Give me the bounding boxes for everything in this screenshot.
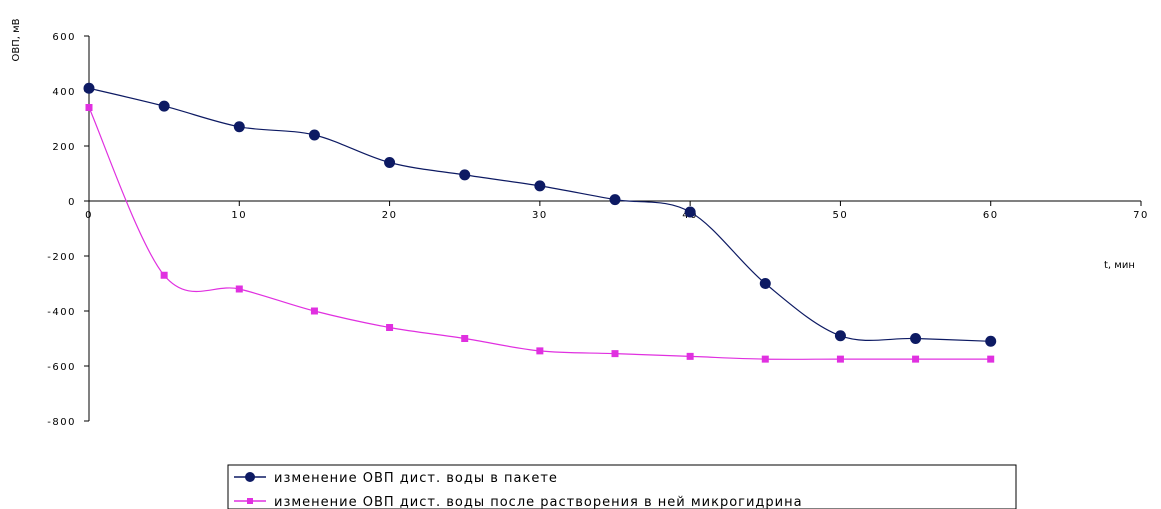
y-axis-title-group: ОВП, мВ <box>11 18 22 61</box>
series-1-point <box>534 180 546 192</box>
series-2-point <box>461 335 469 342</box>
series-2-point <box>912 355 920 363</box>
x-tick-label: 0 <box>85 210 93 221</box>
series-2-point <box>987 355 995 363</box>
y-tick-label: -400 <box>47 307 76 318</box>
series-1-point <box>759 278 771 289</box>
x-tick-label: 70 <box>1133 210 1149 221</box>
series-layer <box>83 82 997 363</box>
series-2-point <box>310 307 318 315</box>
series-2-line <box>88 107 991 360</box>
series-2-point <box>836 355 844 363</box>
series-2-point <box>235 285 243 293</box>
y-tick-label: -200 <box>47 252 76 263</box>
series-2 <box>85 104 995 363</box>
legend-marker-series-1 <box>245 472 255 482</box>
legend-marker-series-2 <box>247 498 253 504</box>
y-axis-title: ОВП, мВ <box>11 18 22 61</box>
x-tick-label: 20 <box>382 210 398 221</box>
legend-box <box>227 464 1017 509</box>
series-1-point <box>158 100 170 112</box>
series-2-point <box>85 104 93 111</box>
y-tick-label: 600 <box>52 32 76 43</box>
series-1 <box>83 82 997 347</box>
series-1-point <box>910 333 922 344</box>
legend-label-series-1: изменение ОВП дист. воды в пакете <box>274 471 558 486</box>
x-tick-label: 60 <box>983 210 999 221</box>
series-1-point <box>684 206 696 218</box>
series-1-point <box>985 335 997 347</box>
series-2-point <box>160 271 168 279</box>
series-1-point <box>459 169 471 181</box>
x-tick-label: 50 <box>833 210 849 221</box>
series-2-point <box>386 324 394 331</box>
series-2-point <box>686 352 694 360</box>
series-1-point <box>384 157 396 168</box>
series-2-point <box>611 350 619 358</box>
legend-label-series-2: изменение ОВП дист. воды после растворен… <box>274 495 803 509</box>
series-1-point <box>609 194 621 206</box>
x-tick-label: 30 <box>532 210 548 221</box>
y-tick-label: 200 <box>52 142 76 153</box>
x-axis-title: t, мин <box>1104 260 1135 271</box>
y-tick-label: -800 <box>47 417 76 428</box>
series-1-point <box>233 121 245 133</box>
series-1-point <box>308 129 320 141</box>
series-2-point <box>761 355 769 363</box>
series-1-point <box>83 82 95 94</box>
y-tick-label: -600 <box>47 362 76 373</box>
x-tick-label: 10 <box>231 210 247 221</box>
axes <box>84 35 1142 422</box>
tick-labels: 6004002000-200-400-600-80001020304050607… <box>47 32 1149 428</box>
y-tick-label: 0 <box>68 197 76 208</box>
series-2-point <box>536 347 544 355</box>
legend: изменение ОВП дист. воды в пакете измене… <box>227 464 1017 509</box>
y-tick-label: 400 <box>52 87 76 98</box>
series-1-point <box>834 330 846 342</box>
